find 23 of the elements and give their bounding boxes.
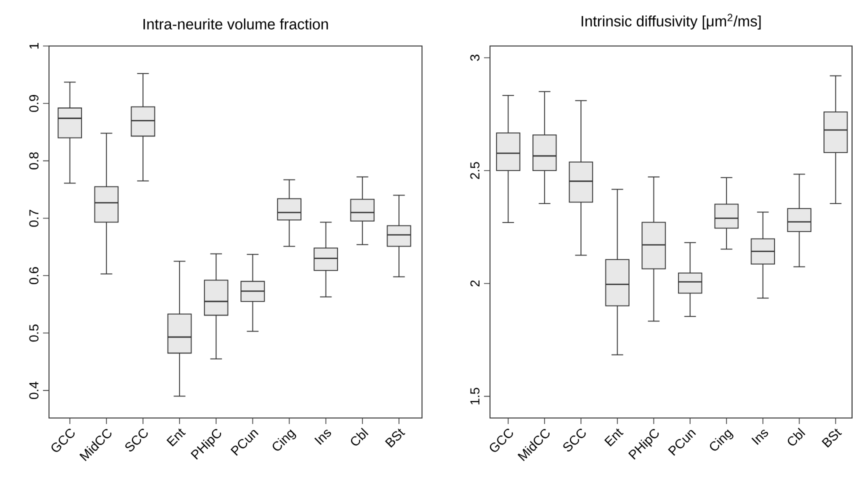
y-tick-label: 0.4 [29, 382, 38, 399]
x-tick-label: BSt [385, 428, 406, 448]
chart-title: Intra-neurite volume fraction [144, 18, 328, 30]
y-tick-label: 3 [470, 54, 480, 61]
x-tick-label: BSt [822, 428, 842, 448]
y-tick-label: 0.8 [29, 152, 38, 170]
x-tick-label: Ent [604, 428, 624, 446]
y-tick-label: 1.5 [470, 388, 480, 404]
y-tick-label: 0.5 [29, 324, 38, 342]
chart-title: Intrinsic diffusivity [μm$^{2}$/ms] [582, 14, 761, 30]
y-tick-label: 0.7 [29, 210, 38, 227]
y-tick-label: 2.5 [470, 162, 480, 179]
x-tick-label: Ent [166, 428, 186, 446]
x-tick-label: Cing [710, 430, 734, 451]
x-tick-label: Cbl [351, 428, 368, 446]
x-tick-label: Cbl [788, 428, 806, 446]
y-tick-label: 0.6 [29, 267, 38, 284]
x-tick-label: Cing [272, 430, 296, 451]
y-tick-label: 1 [30, 43, 38, 49]
y-tick-label: 0.9 [29, 94, 38, 112]
x-tick-label: Ins [751, 430, 768, 445]
x-tick-label: Ins [314, 430, 332, 445]
y-tick-label: 2 [470, 280, 480, 286]
